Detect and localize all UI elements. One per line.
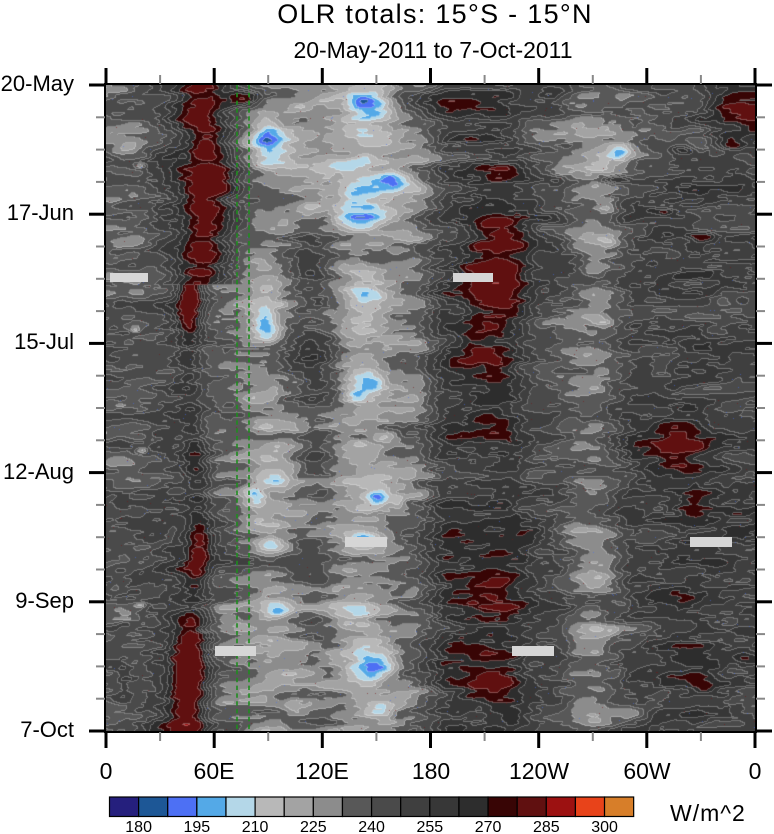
svg-text:300: 300 bbox=[591, 819, 618, 834]
svg-text:210: 210 bbox=[242, 819, 269, 834]
svg-text:0: 0 bbox=[749, 758, 762, 784]
svg-text:240: 240 bbox=[358, 819, 385, 834]
svg-text:15-Jul: 15-Jul bbox=[14, 329, 74, 354]
svg-text:7-Oct: 7-Oct bbox=[20, 717, 74, 742]
svg-text:285: 285 bbox=[533, 819, 560, 834]
svg-text:120W: 120W bbox=[509, 758, 569, 784]
svg-text:20-May-2011 to 7-Oct-2011: 20-May-2011 to 7-Oct-2011 bbox=[293, 37, 572, 63]
svg-text:60E: 60E bbox=[194, 758, 235, 784]
svg-text:195: 195 bbox=[184, 819, 211, 834]
svg-text:255: 255 bbox=[416, 819, 443, 834]
svg-text:270: 270 bbox=[475, 819, 502, 834]
svg-text:9-Sep: 9-Sep bbox=[15, 588, 74, 613]
svg-text:180: 180 bbox=[412, 758, 450, 784]
svg-text:0: 0 bbox=[100, 758, 113, 784]
svg-text:12-Aug: 12-Aug bbox=[3, 459, 74, 484]
svg-text:180: 180 bbox=[125, 819, 152, 834]
svg-text:60W: 60W bbox=[623, 758, 671, 784]
svg-text:120E: 120E bbox=[295, 758, 349, 784]
svg-text:OLR totals: 15°S - 15°N: OLR totals: 15°S - 15°N bbox=[277, 0, 593, 29]
svg-text:17-Jun: 17-Jun bbox=[7, 200, 74, 225]
svg-text:W/m^2: W/m^2 bbox=[670, 800, 746, 826]
svg-text:225: 225 bbox=[300, 819, 327, 834]
svg-text:20-May: 20-May bbox=[1, 71, 74, 96]
